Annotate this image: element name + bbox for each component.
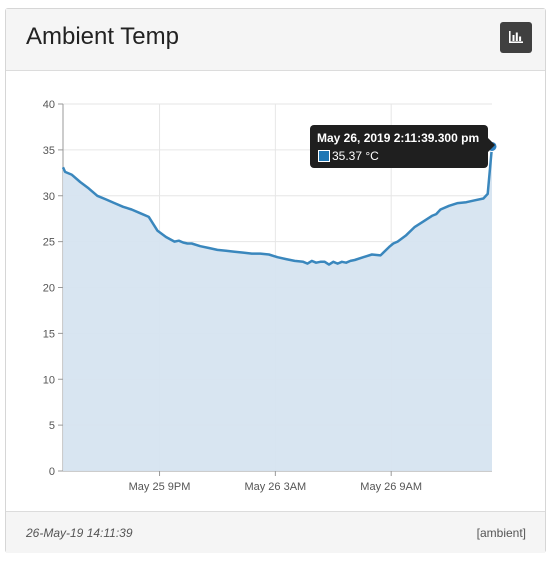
x-tick-label: May 26 9AM	[360, 481, 422, 493]
y-tick-label: 5	[49, 420, 55, 432]
y-tick-label: 20	[43, 283, 55, 295]
panel: Ambient Temp 0 5 10 15 20 25 30 35 40 May 25 9PM M…	[5, 8, 546, 553]
y-tick-label: 30	[43, 191, 55, 203]
y-tick-label: 10	[43, 374, 55, 386]
tooltip-title: May 26, 2019 2:11:39.300 pm	[317, 131, 480, 145]
footer-timestamp: 26-May-19 14:11:39	[26, 526, 133, 540]
footer-tag: [ambient]	[476, 526, 526, 540]
y-tick-label: 0	[49, 466, 55, 478]
bar-chart-icon	[509, 31, 523, 43]
x-tick-label: May 25 9PM	[129, 481, 191, 493]
tooltip-swatch	[318, 150, 330, 162]
chart-area: 0 5 10 15 20 25 30 35 40 May 25 9PM May 26 3AM May …	[6, 71, 545, 511]
y-tick-label: 40	[43, 99, 55, 111]
tooltip-value: 35.37 °C	[332, 149, 379, 163]
panel-footer: 26-May-19 14:11:39 [ambient]	[6, 511, 545, 553]
panel-header: Ambient Temp	[6, 9, 545, 71]
chart-tooltip: May 26, 2019 2:11:39.300 pm 35.37 °C	[310, 125, 495, 168]
y-tick-label: 25	[43, 237, 55, 249]
x-tick-label: May 26 3AM	[244, 481, 306, 493]
series-line[interactable]	[61, 146, 494, 266]
chart-toggle-button[interactable]	[500, 22, 532, 53]
y-tick-label: 15	[43, 328, 55, 340]
series-area	[63, 146, 492, 471]
y-tick-label: 35	[43, 145, 55, 157]
panel-title: Ambient Temp	[26, 23, 179, 50]
